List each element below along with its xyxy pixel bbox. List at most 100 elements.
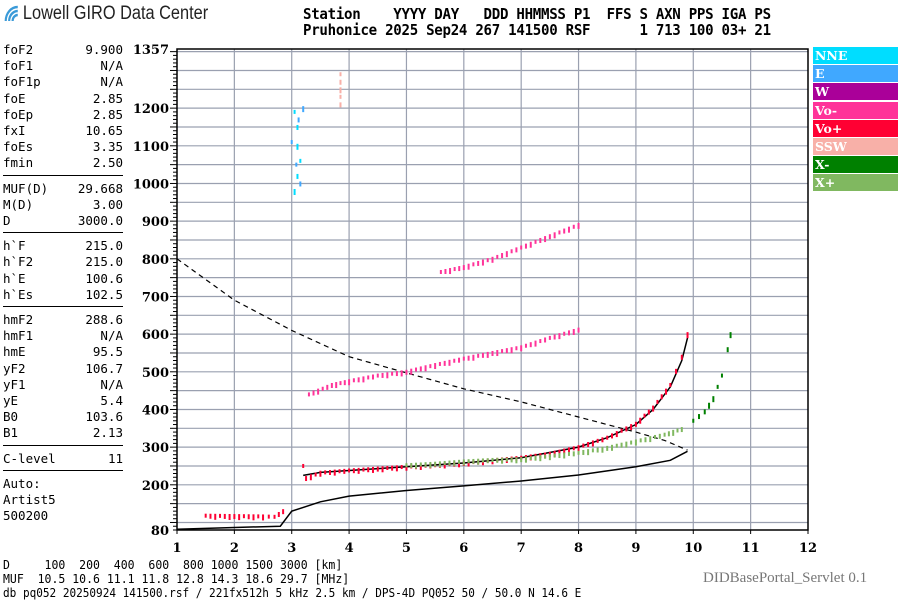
echo-point <box>501 349 504 354</box>
y-tick-label: 400 <box>142 403 169 418</box>
echo-point <box>567 447 570 454</box>
param-row: hmF1 N/A <box>3 328 123 344</box>
echo-point <box>391 371 394 376</box>
echo-point <box>680 354 683 360</box>
echo-point <box>319 470 322 477</box>
echo-point <box>591 448 594 453</box>
echo-point <box>339 87 342 94</box>
y-tick-label: 1357 <box>133 43 169 58</box>
echo-point <box>267 514 270 519</box>
x-tick-label: 10 <box>684 541 702 556</box>
param-name: C-level <box>3 450 56 466</box>
echo-point <box>312 390 315 396</box>
echo-point <box>444 269 447 275</box>
param-value: N/A <box>100 328 123 344</box>
logo: Lowell GIRO Data Center <box>4 3 208 25</box>
echo-point <box>405 464 408 471</box>
echo-point <box>708 402 711 409</box>
param-name: fxI <box>3 123 26 138</box>
echo-point <box>491 256 494 263</box>
y-tick-label: 600 <box>142 328 169 343</box>
echo-point <box>302 463 305 468</box>
param-name: yF1 <box>3 376 26 392</box>
param-row: Auto: <box>3 476 123 492</box>
param-row: h`Es 102.5 <box>3 287 123 303</box>
echo-point <box>209 513 212 519</box>
param-value: 100.6 <box>85 270 123 286</box>
echo-point <box>228 514 231 521</box>
echo-point <box>524 456 527 463</box>
param-value: 106.7 <box>85 360 123 376</box>
param-name: h`E <box>3 270 26 286</box>
echo-point <box>467 355 470 361</box>
echo-point <box>338 469 341 474</box>
param-name: Auto: <box>3 475 41 491</box>
echo-point <box>309 474 312 481</box>
echo-point <box>649 436 652 443</box>
echo-point <box>505 348 508 354</box>
density-profile <box>176 450 688 530</box>
echo-point <box>233 514 236 520</box>
servlet-version: DIDBasePortal_Servlet 0.1 <box>703 570 868 586</box>
echo-point <box>686 332 689 339</box>
echo-point <box>381 372 384 378</box>
y-tick-label: 300 <box>142 441 169 456</box>
echo-point <box>486 458 489 464</box>
param-value: 2.13 <box>92 425 123 441</box>
echo-point <box>348 379 351 386</box>
echo-point <box>339 79 342 85</box>
param-row: foEp 2.85 <box>3 107 123 123</box>
param-value: 10.65 <box>85 123 123 138</box>
param-value: 2.85 <box>92 106 123 122</box>
echo-point <box>496 254 499 259</box>
echo-point <box>534 239 537 244</box>
echo-point <box>572 224 575 229</box>
echo-point <box>443 360 446 366</box>
echo-point <box>544 337 547 343</box>
echo-point <box>558 449 561 454</box>
echo-point <box>654 434 657 439</box>
param-value: 5.4 <box>100 393 123 408</box>
param-row: fmin 2.50 <box>3 155 123 171</box>
echo-point <box>299 181 302 187</box>
echo-point <box>424 462 427 468</box>
param-name: yE <box>3 393 19 408</box>
echo-point <box>548 454 551 461</box>
echo-point <box>381 466 384 473</box>
echo-point <box>615 431 618 438</box>
echo-point <box>486 351 489 358</box>
echo-point <box>591 440 594 447</box>
fitted-trace <box>303 337 689 477</box>
param-value: 2.85 <box>92 90 123 106</box>
echo-point <box>362 467 365 472</box>
param-value: 215.0 <box>85 254 123 270</box>
param-name: Artist5 <box>3 492 56 507</box>
echo-point <box>567 226 570 233</box>
echo-point <box>472 262 475 267</box>
echo-point <box>419 462 422 467</box>
param-row: MUF(D) 29.668 <box>3 181 123 197</box>
echo-point <box>644 437 647 443</box>
echo-point <box>386 372 389 379</box>
echo-point <box>625 441 628 448</box>
echo-point <box>639 438 642 443</box>
echo-point <box>293 189 296 196</box>
echo-point <box>204 513 207 518</box>
echo-point <box>357 377 360 383</box>
echo-point <box>529 241 532 248</box>
echo-point <box>658 433 661 439</box>
echo-point <box>496 457 499 463</box>
param-row: B0 103.6 <box>3 409 123 425</box>
echo-point <box>367 375 370 380</box>
echo-point <box>477 353 480 358</box>
echo-point <box>453 267 456 272</box>
param-row: 500200 <box>3 508 123 524</box>
echo-point <box>534 455 537 461</box>
y-tick-label: 1100 <box>133 140 169 155</box>
x-tick-label: 9 <box>631 541 640 556</box>
echo-point <box>515 457 518 464</box>
param-value: 29.668 <box>77 180 123 196</box>
echo-point <box>486 258 489 263</box>
echo-point <box>505 457 508 462</box>
param-value: 3.00 <box>92 196 123 212</box>
